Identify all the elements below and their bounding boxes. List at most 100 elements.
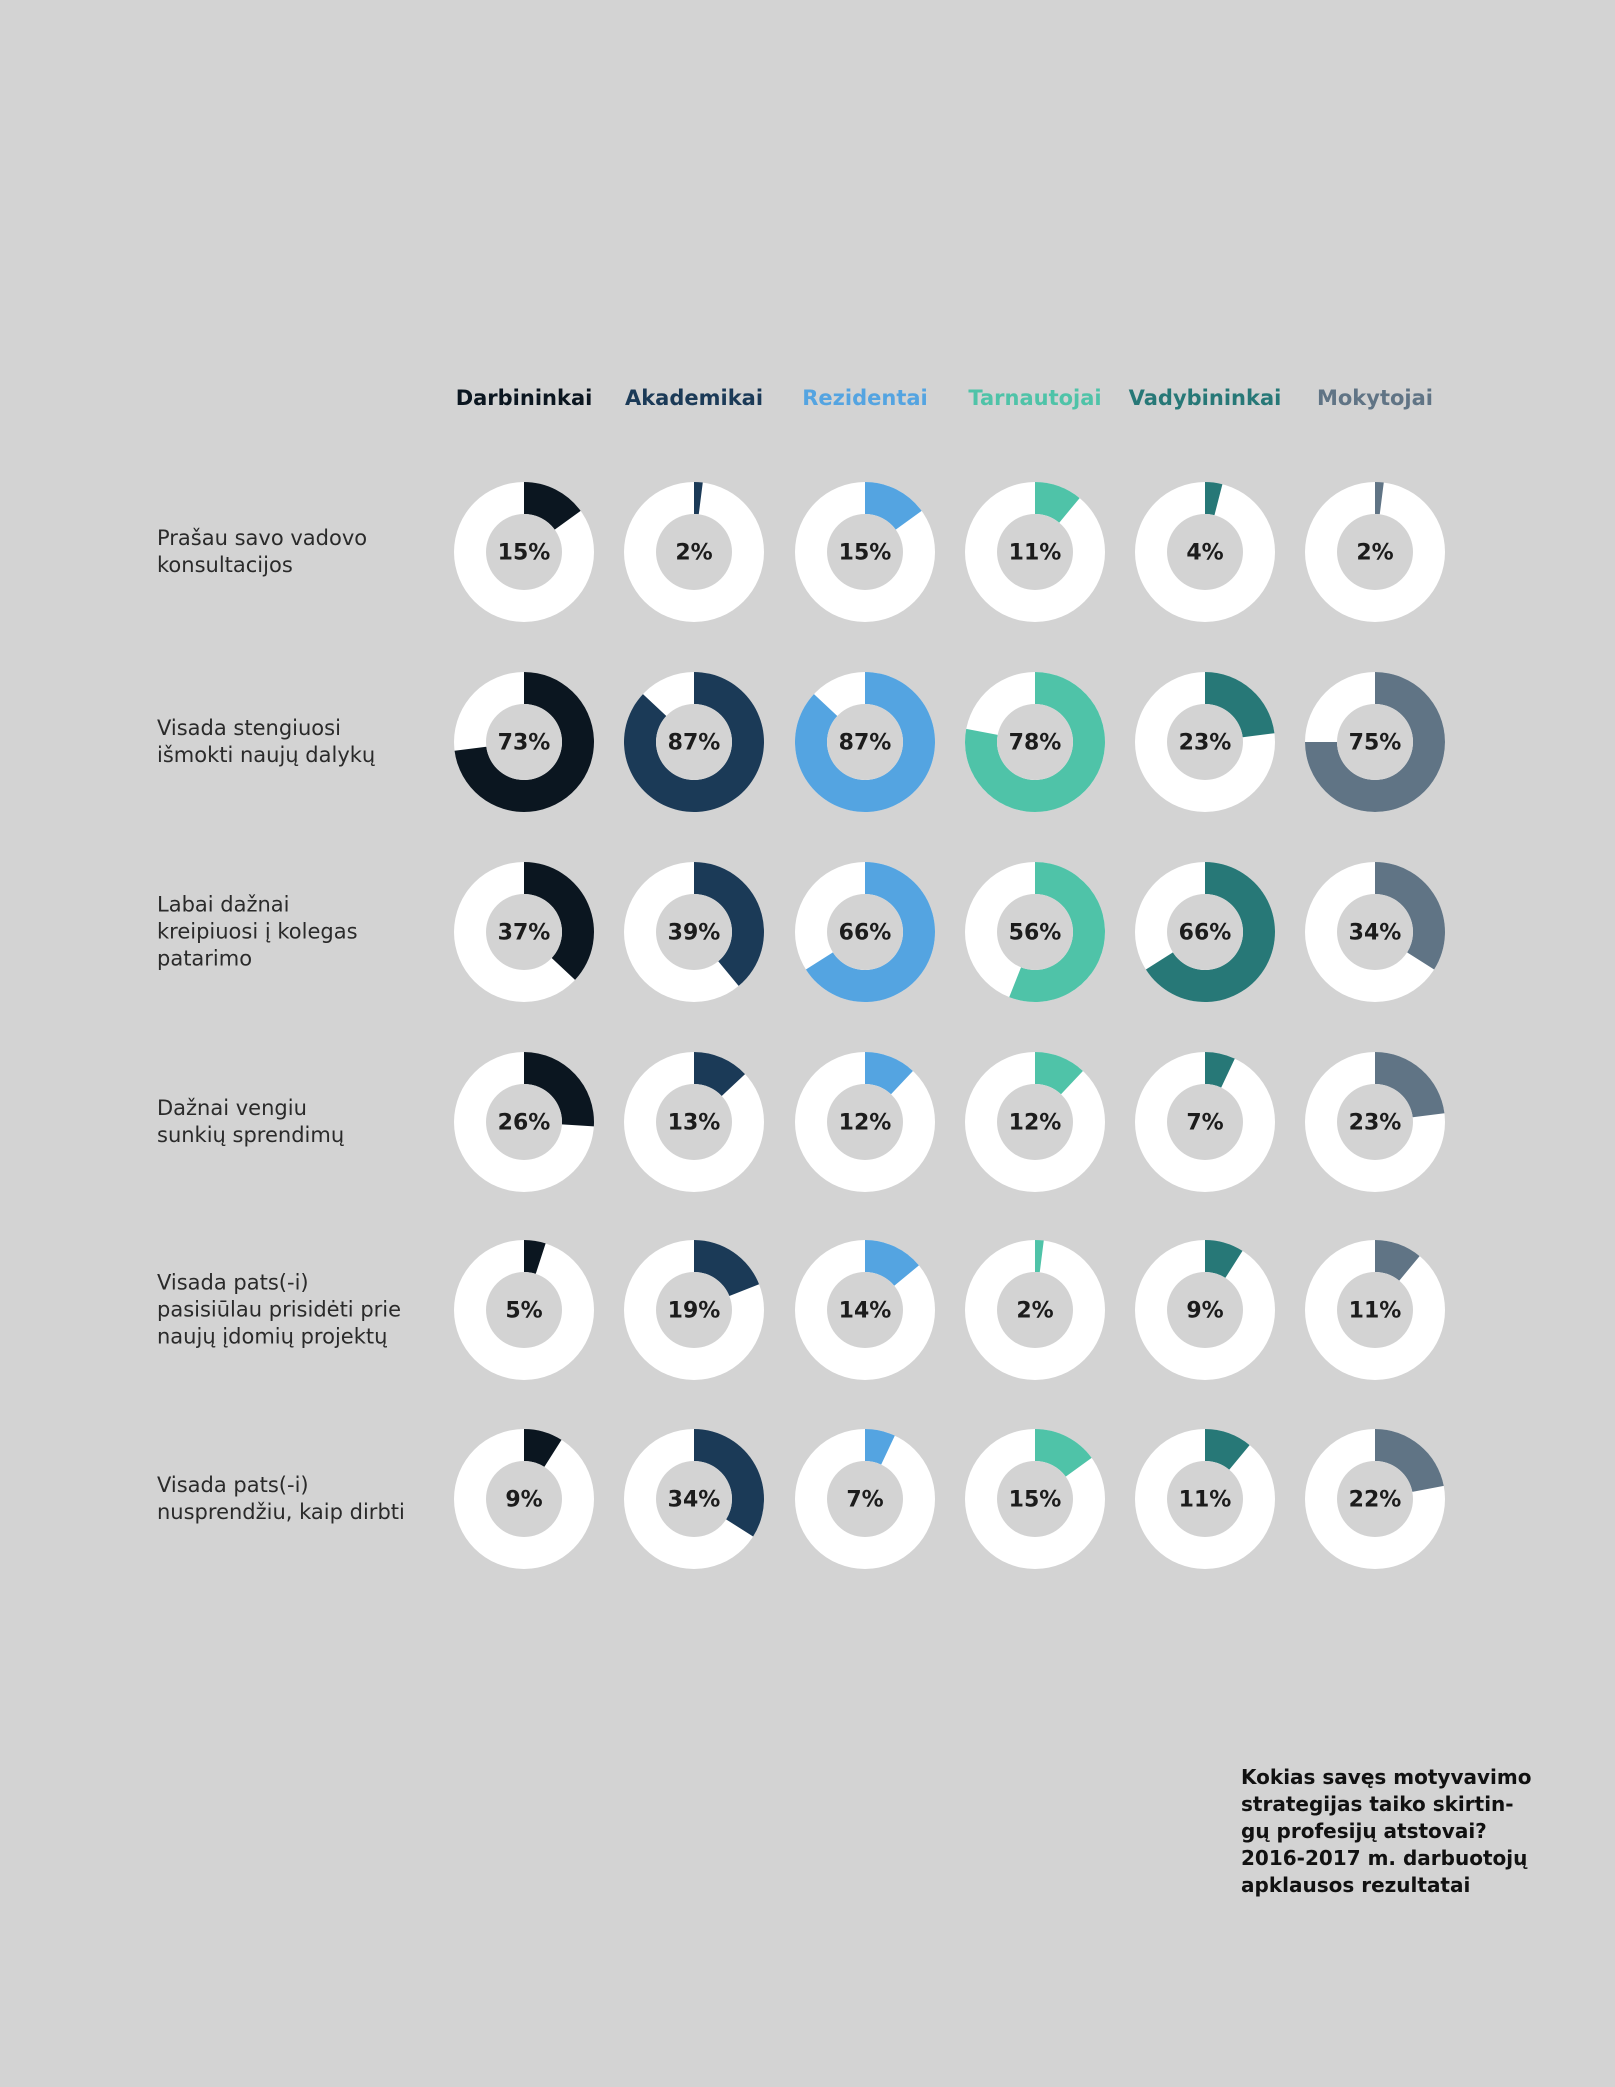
donut-segment <box>524 1240 546 1274</box>
donut-value-label: 19% <box>668 1299 721 1324</box>
donut-svg: 9% <box>454 1429 594 1569</box>
donut-hole <box>656 1272 732 1348</box>
donut-chart-grid: Darbininkai Akademikai Rezidentai Tarnautoj… <box>157 386 1446 1570</box>
donut-chart: 11% <box>1304 1239 1446 1381</box>
donut-svg: 11% <box>965 482 1105 622</box>
donut-segment <box>694 1240 760 1297</box>
donut-segment <box>1205 672 1275 738</box>
donut-chart: 7% <box>794 1428 936 1570</box>
donut-value-label: 15% <box>498 541 551 566</box>
column-header: Tarnautojai <box>968 386 1102 410</box>
donut-svg: 2% <box>624 482 764 622</box>
donut-chart: 2% <box>964 1239 1106 1381</box>
donut-segment <box>1375 1052 1445 1118</box>
donut-svg: 34% <box>624 1429 764 1569</box>
donut-hole <box>827 514 903 590</box>
donut-hole <box>486 894 562 970</box>
donut-svg: 9% <box>1135 1240 1275 1380</box>
donut-chart: 11% <box>964 481 1106 623</box>
donut-hole <box>1167 514 1243 590</box>
column-header: Darbininkai <box>455 386 593 410</box>
donut-value-label: 9% <box>1186 1299 1223 1324</box>
donut-hole <box>1167 1461 1243 1537</box>
donut-hole <box>1337 1084 1413 1160</box>
donut-svg: 75% <box>1305 672 1445 812</box>
donut-hole <box>827 894 903 970</box>
donut-chart: 73% <box>453 671 595 813</box>
donut-segment <box>795 672 935 812</box>
donut-segment <box>865 1240 919 1286</box>
donut-hole <box>1167 1272 1243 1348</box>
donut-svg: 19% <box>624 1240 764 1380</box>
donut-chart: 9% <box>1134 1239 1276 1381</box>
donut-hole <box>656 704 732 780</box>
donut-chart: 14% <box>794 1239 936 1381</box>
donut-hole <box>1337 514 1413 590</box>
donut-value-label: 15% <box>839 541 892 566</box>
donut-segment <box>1205 1052 1235 1088</box>
donut-svg: 13% <box>624 1052 764 1192</box>
donut-segment <box>1205 1429 1250 1470</box>
donut-hole <box>1167 1084 1243 1160</box>
donut-value-label: 23% <box>1179 731 1232 756</box>
donut-hole <box>1167 704 1243 780</box>
donut-value-label: 26% <box>498 1111 551 1136</box>
donut-value-label: 34% <box>668 1488 721 1513</box>
donut-svg: 12% <box>965 1052 1105 1192</box>
donut-segment <box>694 1429 764 1537</box>
donut-chart: 15% <box>794 481 936 623</box>
donut-hole <box>997 704 1073 780</box>
donut-segment <box>694 482 703 515</box>
donut-value-label: 66% <box>839 921 892 946</box>
donut-hole <box>486 514 562 590</box>
donut-hole <box>827 1461 903 1537</box>
donut-chart: 19% <box>623 1239 765 1381</box>
donut-segment <box>524 482 581 530</box>
donut-chart: 11% <box>1134 1428 1276 1570</box>
donut-svg: 15% <box>795 482 935 622</box>
donut-hole <box>486 1461 562 1537</box>
donut-value-label: 11% <box>1009 541 1062 566</box>
donut-svg: 34% <box>1305 862 1445 1002</box>
donut-segment <box>865 482 922 530</box>
donut-hole <box>656 894 732 970</box>
donut-svg: 14% <box>795 1240 935 1380</box>
donut-svg: 56% <box>965 862 1105 1002</box>
donut-hole <box>997 514 1073 590</box>
donut-svg: 37% <box>454 862 594 1002</box>
donut-value-label: 11% <box>1179 1488 1232 1513</box>
donut-chart: 13% <box>623 1051 765 1193</box>
column-header: Vadybininkai <box>1128 386 1282 410</box>
donut-chart: 12% <box>794 1051 936 1193</box>
donut-value-label: 7% <box>1186 1111 1223 1136</box>
donut-hole <box>827 1084 903 1160</box>
column-header: Mokytojai <box>1316 386 1433 410</box>
row-label: Prašau savo vadovo konsultacijos <box>157 526 368 577</box>
column-header: Rezidentai <box>802 386 928 410</box>
donut-segment <box>694 862 764 986</box>
donut-chart: 2% <box>623 481 765 623</box>
donut-chart: 5% <box>453 1239 595 1381</box>
donut-value-label: 23% <box>1349 1111 1402 1136</box>
donut-svg: 66% <box>1135 862 1275 1002</box>
donut-svg: 15% <box>965 1429 1105 1569</box>
donut-chart: 22% <box>1304 1428 1446 1570</box>
row-label: Visada pats(-i) pasisiūlau prisidėti pri… <box>157 1270 402 1349</box>
donut-segment <box>1035 1240 1044 1273</box>
donut-segment <box>965 672 1105 812</box>
donut-chart: 9% <box>453 1428 595 1570</box>
chart-caption: Kokias savęs motyvavimo strategijas taik… <box>1241 1765 1532 1897</box>
donut-chart: 12% <box>964 1051 1106 1193</box>
donut-segment <box>865 1429 895 1465</box>
donut-chart: 2% <box>1304 481 1446 623</box>
donut-svg: 78% <box>965 672 1105 812</box>
donut-svg: 11% <box>1135 1429 1275 1569</box>
donut-hole <box>997 1272 1073 1348</box>
donut-value-label: 9% <box>505 1488 542 1513</box>
donut-value-label: 4% <box>1186 541 1223 566</box>
donut-chart: 37% <box>453 861 595 1003</box>
donut-hole <box>997 1461 1073 1537</box>
donut-svg: 73% <box>454 672 594 812</box>
donut-segment <box>1375 862 1445 970</box>
donut-svg: 11% <box>1305 1240 1445 1380</box>
